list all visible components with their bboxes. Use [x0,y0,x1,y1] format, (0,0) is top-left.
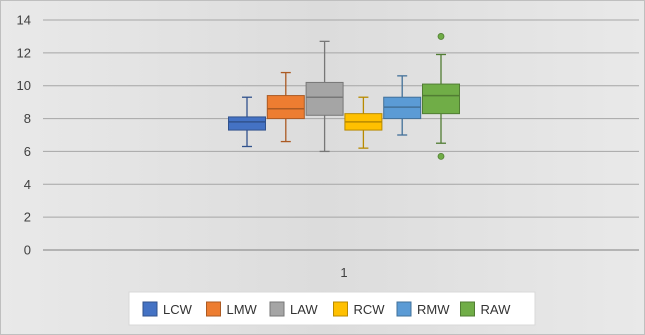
raw-box [422,83,460,115]
y-tick-label-2: 2 [24,210,31,225]
legend-swatch-law [269,301,285,317]
legend-swatch-rmw [396,301,412,317]
rmw-box [383,96,422,120]
legend-label-lmw: LMW [227,302,258,317]
legend-label-law: LAW [290,302,318,317]
y-tick-label-0: 0 [24,243,31,258]
raw-outlier-2 [437,152,445,160]
legend-swatch-lcw [142,301,158,317]
legend-label-rmw: RMW [417,302,450,317]
y-tick-label-6: 6 [24,144,31,159]
raw-outlier-1 [437,33,445,40]
lmw-box [266,95,305,120]
x-tick-label: 1 [340,265,347,280]
y-tick-label-4: 4 [24,177,31,192]
y-tick-label-8: 8 [24,111,31,126]
lcw-box [228,116,266,131]
legend-label-rcw: RCW [354,302,386,317]
legend-label-raw: RAW [481,302,512,317]
legend-label-lcw: LCW [163,302,193,317]
y-tick-label-14: 14 [17,13,31,28]
y-tick-label-10: 10 [17,78,31,93]
legend-swatch-raw [460,301,475,317]
law-box [305,81,344,116]
y-tick-label-12: 12 [17,45,31,60]
legend-swatch-rcw [333,301,348,317]
legend-swatch-lmw [206,301,221,317]
